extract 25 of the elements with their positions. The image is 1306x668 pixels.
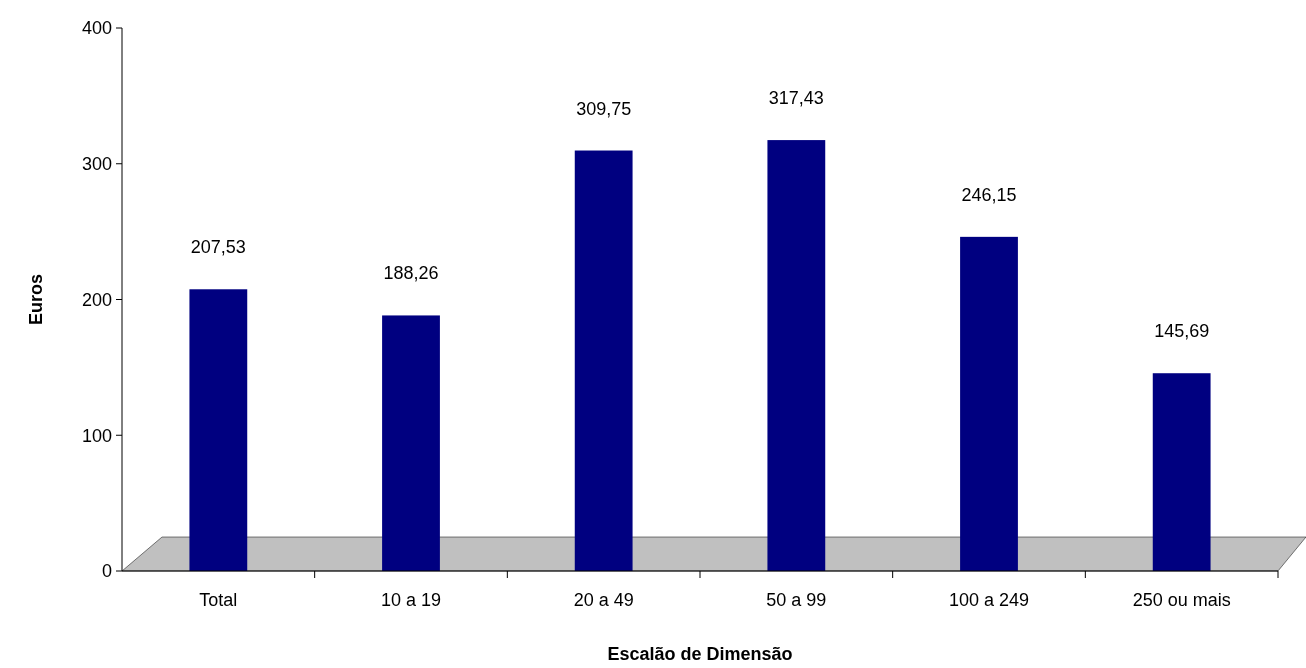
x-tick-label: 10 a 19 — [380, 590, 442, 610]
bar — [574, 150, 633, 571]
x-tick-label: 250 ou mais — [1132, 590, 1231, 610]
x-tick-label: 100 a 249 — [948, 590, 1030, 610]
data-label: 207,53 — [190, 237, 246, 258]
bar — [767, 140, 826, 571]
x-axis-title: Escalão de Dimensão — [607, 644, 793, 664]
data-label: 317,43 — [768, 88, 824, 109]
data-label: 145,69 — [1154, 321, 1210, 342]
x-tick-label: Total — [199, 590, 238, 610]
y-tick-label: 100 — [81, 425, 112, 446]
y-axis-title: Euros — [26, 273, 46, 326]
data-label: 188,26 — [383, 263, 439, 284]
bar — [189, 289, 248, 571]
y-tick-label: 200 — [81, 289, 112, 310]
y-tick-label: 400 — [81, 18, 112, 39]
bar — [382, 315, 440, 571]
x-tick-label: 20 a 49 — [573, 590, 634, 610]
x-tick-label: 50 a 99 — [766, 590, 827, 610]
y-tick-label: 300 — [81, 154, 112, 175]
bar — [1152, 373, 1211, 571]
data-label: 246,15 — [961, 184, 1017, 205]
y-tick-label: 0 — [101, 561, 112, 582]
data-label: 309,75 — [576, 98, 632, 119]
bar — [960, 236, 1018, 571]
